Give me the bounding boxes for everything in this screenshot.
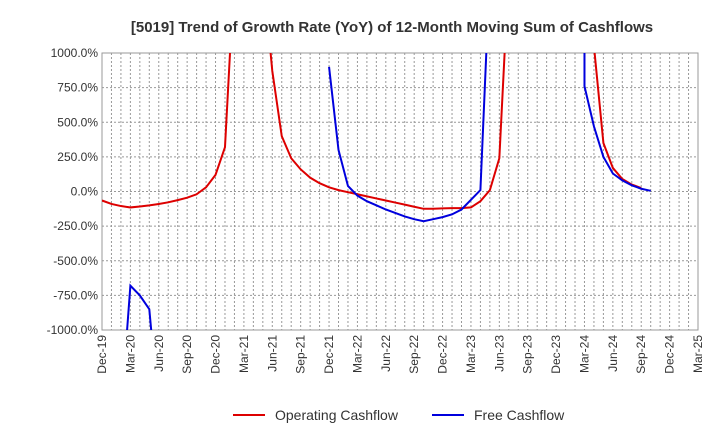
y-tick-label: 1000.0% [51,46,99,60]
x-tick-label: Jun-24 [606,335,620,372]
x-tick-label: Mar-21 [237,335,251,373]
x-tick-label: Sep-23 [521,335,535,374]
free-cashflow-line [328,53,488,223]
x-tick-label: Sep-24 [634,335,648,374]
x-tick-label: Mar-23 [464,335,478,373]
y-tick-label: -500.0% [53,254,98,268]
x-tick-label: Dec-22 [436,335,450,374]
x-tick-label: Jun-23 [492,335,506,372]
x-tick-label: Sep-20 [180,335,194,374]
free-cashflow-legend-label: Free Cashflow [474,407,565,423]
x-tick-label: Dec-21 [322,335,336,374]
y-tick-label: 0.0% [71,185,99,199]
x-tick-label: Sep-21 [294,335,308,374]
series-layer [102,53,651,330]
chart-title: [5019] Trend of Growth Rate (YoY) of 12-… [131,19,653,36]
x-tick-label: Jun-20 [152,335,166,372]
x-tick-label: Dec-19 [95,335,109,374]
x-tick-label: Mar-24 [577,335,591,373]
x-tick-label: Dec-23 [549,335,563,374]
x-tick-label: Jun-22 [379,335,393,372]
x-tick-label: Sep-22 [407,335,421,374]
x-tick-label: Dec-20 [209,335,223,374]
free-cashflow-line [583,53,651,192]
legend: Operating Cashflow Free Cashflow [233,407,565,423]
x-tick-label: Jun-21 [265,335,279,372]
operating-cashflow-line [102,53,642,210]
free-cashflow-line [126,283,153,330]
x-tick-label: Mar-22 [350,335,364,373]
x-tick-label: Mar-20 [123,335,137,373]
y-tick-label: -750.0% [53,288,98,302]
y-tick-label: -1000.0% [47,323,99,337]
y-axis-tick-labels: 1000.0% 750.0% 500.0% 250.0% 0.0% -250.0% -500… [47,46,99,337]
x-axis-tick-labels: Dec-19 Mar-20 Jun-20 Sep-20 Dec-20 Mar-21 Jun-… [95,335,705,374]
y-tick-label: 250.0% [57,150,98,164]
gridlines [102,53,698,330]
operating-cashflow-legend-label: Operating Cashflow [275,407,399,423]
y-tick-label: 500.0% [57,115,98,129]
y-tick-label: -250.0% [53,219,98,233]
x-tick-label: Mar-25 [691,335,705,373]
y-tick-label: 750.0% [57,81,98,95]
x-tick-label: Dec-24 [663,335,677,374]
